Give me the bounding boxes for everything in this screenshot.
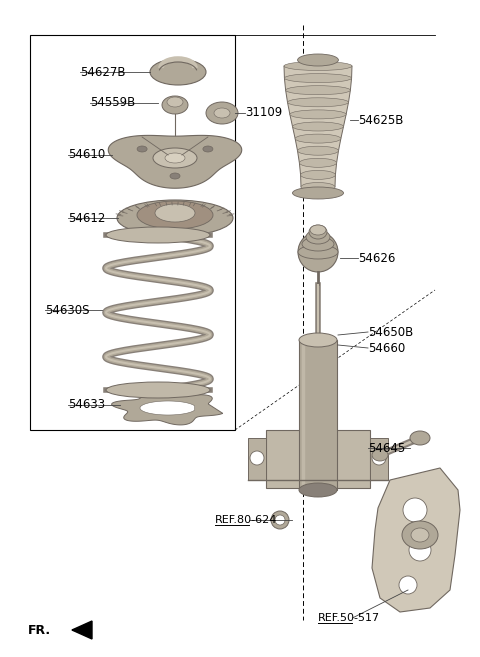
Text: 54626: 54626 bbox=[358, 252, 396, 265]
Bar bbox=[370, 438, 388, 480]
Text: REF.80-624: REF.80-624 bbox=[215, 515, 277, 525]
Ellipse shape bbox=[214, 108, 230, 118]
Ellipse shape bbox=[286, 85, 350, 95]
Ellipse shape bbox=[288, 98, 348, 107]
Ellipse shape bbox=[298, 245, 338, 259]
Text: 54612: 54612 bbox=[68, 212, 106, 225]
Polygon shape bbox=[284, 66, 352, 187]
Polygon shape bbox=[108, 135, 242, 189]
Ellipse shape bbox=[295, 134, 341, 143]
Ellipse shape bbox=[155, 204, 195, 222]
Ellipse shape bbox=[203, 146, 213, 152]
Ellipse shape bbox=[300, 158, 336, 168]
Ellipse shape bbox=[300, 170, 336, 179]
Text: 54559B: 54559B bbox=[90, 97, 135, 110]
Text: 54625B: 54625B bbox=[358, 114, 403, 127]
Text: REF.50-517: REF.50-517 bbox=[318, 613, 380, 623]
Ellipse shape bbox=[206, 102, 238, 124]
Bar bbox=[248, 438, 266, 480]
Ellipse shape bbox=[410, 431, 430, 445]
Ellipse shape bbox=[298, 54, 338, 66]
Polygon shape bbox=[140, 401, 194, 415]
Ellipse shape bbox=[309, 225, 327, 239]
Ellipse shape bbox=[299, 333, 337, 347]
Ellipse shape bbox=[165, 153, 185, 163]
Circle shape bbox=[271, 511, 289, 529]
Ellipse shape bbox=[301, 183, 335, 191]
Ellipse shape bbox=[153, 148, 197, 168]
Ellipse shape bbox=[306, 230, 330, 244]
Ellipse shape bbox=[167, 97, 183, 107]
Ellipse shape bbox=[292, 187, 344, 199]
Ellipse shape bbox=[137, 201, 213, 229]
Circle shape bbox=[250, 451, 264, 465]
Ellipse shape bbox=[372, 449, 388, 461]
Ellipse shape bbox=[162, 96, 188, 114]
Ellipse shape bbox=[310, 225, 326, 235]
Text: 31109: 31109 bbox=[245, 106, 282, 120]
Ellipse shape bbox=[411, 528, 429, 542]
Ellipse shape bbox=[302, 237, 334, 251]
Circle shape bbox=[275, 515, 285, 525]
Polygon shape bbox=[112, 391, 223, 425]
Text: 54660: 54660 bbox=[368, 342, 405, 355]
Ellipse shape bbox=[299, 483, 337, 497]
Bar bbox=[299, 340, 337, 490]
Ellipse shape bbox=[298, 232, 338, 272]
Text: FR.: FR. bbox=[28, 623, 51, 637]
Circle shape bbox=[403, 498, 427, 522]
Bar bbox=[266, 430, 370, 488]
Ellipse shape bbox=[285, 74, 351, 83]
Circle shape bbox=[409, 539, 431, 561]
Text: 54610: 54610 bbox=[68, 148, 105, 162]
Ellipse shape bbox=[106, 227, 210, 243]
Ellipse shape bbox=[290, 110, 346, 119]
Ellipse shape bbox=[402, 521, 438, 549]
Text: 54650B: 54650B bbox=[368, 325, 413, 338]
Ellipse shape bbox=[117, 200, 233, 236]
Circle shape bbox=[399, 576, 417, 594]
Text: 54630S: 54630S bbox=[45, 304, 89, 317]
Ellipse shape bbox=[137, 146, 147, 152]
Ellipse shape bbox=[170, 173, 180, 179]
Ellipse shape bbox=[106, 382, 210, 398]
Polygon shape bbox=[72, 621, 92, 639]
Text: 54627B: 54627B bbox=[80, 66, 125, 78]
Ellipse shape bbox=[292, 122, 344, 131]
Circle shape bbox=[372, 451, 386, 465]
Text: 54645: 54645 bbox=[368, 442, 405, 455]
Bar bbox=[30, 35, 235, 430]
Text: 54633: 54633 bbox=[68, 399, 105, 411]
Ellipse shape bbox=[284, 62, 352, 70]
Polygon shape bbox=[372, 468, 460, 612]
Ellipse shape bbox=[150, 59, 206, 85]
Ellipse shape bbox=[298, 147, 338, 155]
